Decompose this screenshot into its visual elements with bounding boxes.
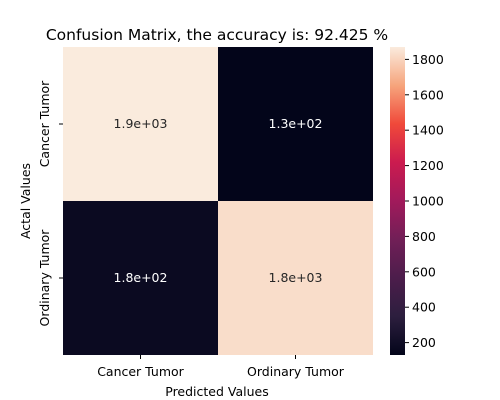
heatmap-cell bbox=[63, 47, 218, 201]
heatmap-cells: 1.9e+03 1.3e+02 1.8e+02 1.8e+03 bbox=[63, 47, 373, 355]
heatmap-cell bbox=[218, 47, 373, 201]
x-tick-label: Cancer Tumor bbox=[97, 364, 184, 379]
cell-value-label: 1.9e+03 bbox=[114, 116, 168, 131]
cell-value-label: 1.8e+03 bbox=[269, 270, 323, 285]
colorbar-tick-label: 800 bbox=[412, 229, 436, 244]
heatmap-cell bbox=[63, 201, 218, 355]
y-tick-label: Cancer Tumor bbox=[37, 80, 52, 167]
cell-value-label: 1.8e+02 bbox=[114, 270, 168, 285]
colorbar-tick-label: 400 bbox=[412, 300, 436, 315]
chart-title: Confusion Matrix, the accuracy is: 92.42… bbox=[46, 26, 388, 44]
colorbar-tick-label: 600 bbox=[412, 264, 436, 279]
x-tick-label: Ordinary Tumor bbox=[247, 364, 345, 379]
colorbar-tick-label: 200 bbox=[412, 335, 436, 350]
heatmap-cell bbox=[218, 201, 373, 355]
x-axis-ticks: Cancer Tumor Ordinary Tumor bbox=[97, 355, 345, 379]
colorbar-tick-label: 1200 bbox=[412, 158, 444, 173]
y-axis-ticks: Cancer Tumor Ordinary Tumor bbox=[37, 80, 63, 327]
cell-value-label: 1.3e+02 bbox=[269, 116, 323, 131]
y-tick-label: Ordinary Tumor bbox=[37, 229, 52, 327]
y-axis-label: Actal Values bbox=[18, 163, 33, 239]
colorbar-tick-label: 1600 bbox=[412, 87, 444, 102]
colorbar bbox=[390, 47, 405, 355]
colorbar-ticks: 200 400 600 800 1000 1200 1400 1600 1800 bbox=[405, 52, 444, 350]
colorbar-tick-label: 1000 bbox=[412, 194, 444, 209]
x-axis-label: Predicted Values bbox=[165, 384, 269, 399]
colorbar-tick-label: 1400 bbox=[412, 123, 444, 138]
colorbar-tick-label: 1800 bbox=[412, 52, 444, 67]
